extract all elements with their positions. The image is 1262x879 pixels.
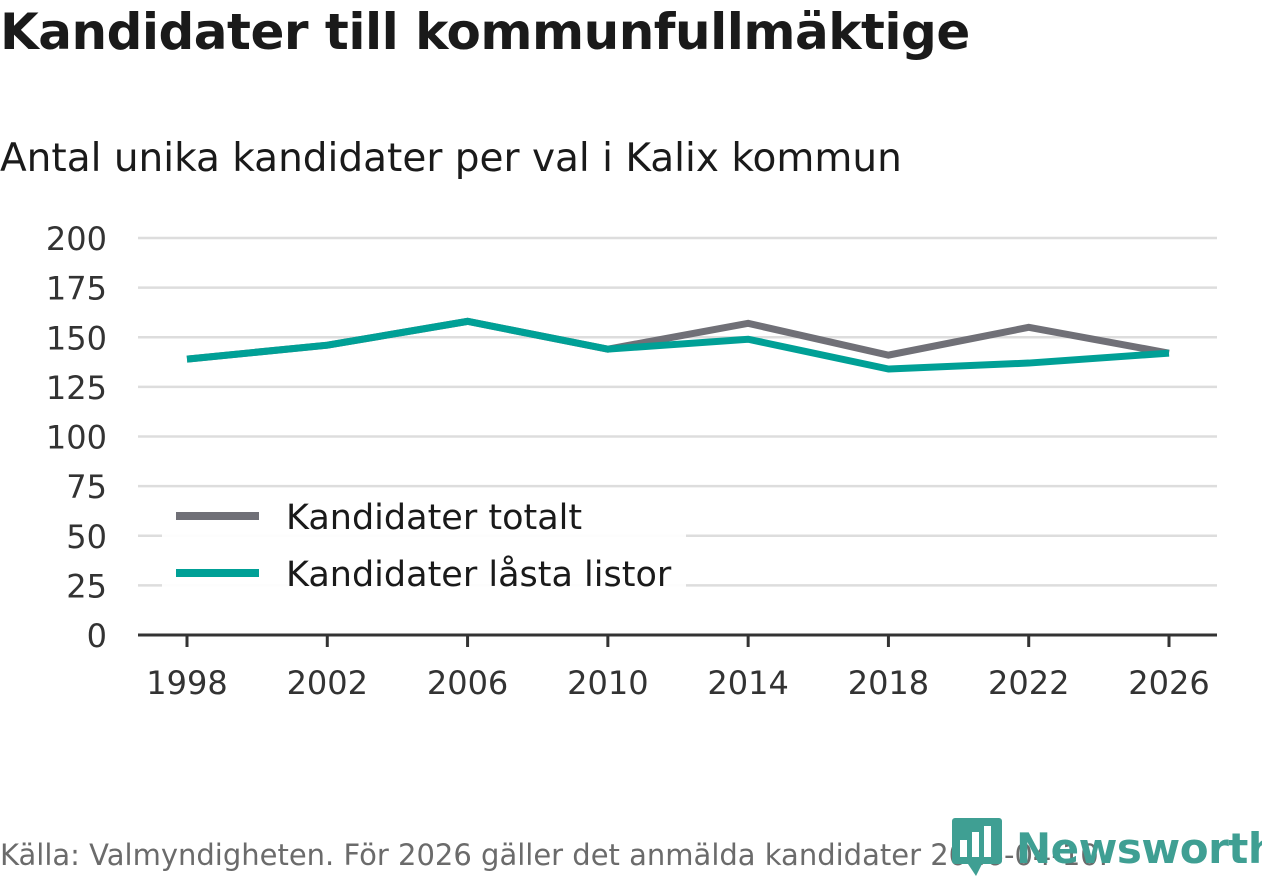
y-tick-label: 200 [46,220,107,258]
y-axis-ticks: 0 25 50 75 100 125 150 175 200 [46,220,107,655]
legend-label: Kandidater låsta listor [286,554,672,595]
x-axis-ticks: 1998 2002 2006 2010 2014 2018 2022 2026 [146,635,1210,702]
x-tick-label: 2018 [848,664,929,702]
x-tick-label: 2002 [287,664,368,702]
brand-name: Newsworthy [1016,823,1262,873]
x-tick-label: 2022 [988,664,1069,702]
series-line-locked [186,317,1170,373]
x-tick-label: 2014 [707,664,788,702]
series-line-total [186,317,1170,363]
brand-logo: Newsworthy [952,818,1262,878]
y-tick-label: 0 [87,617,107,655]
y-tick-label: 25 [66,567,107,605]
x-tick-label: 2006 [427,664,508,702]
chart-subtitle: Antal unika kandidater per val i Kalix k… [0,136,902,181]
y-tick-label: 175 [46,270,107,308]
y-tick-label: 150 [46,319,107,357]
y-tick-label: 75 [66,468,107,506]
legend: Kandidater totalt Kandidater låsta listor [162,488,686,604]
x-tick-label: 1998 [146,664,227,702]
series-lines [186,317,1170,373]
legend-label: Kandidater totalt [286,498,582,538]
x-tick-label: 2010 [567,664,648,702]
y-tick-label: 50 [66,518,107,556]
y-tick-label: 125 [46,369,107,407]
chart-title: Kandidater till kommunfullmäktige [0,3,970,61]
y-tick-label: 100 [46,419,107,457]
newsworthy-logo-icon [952,818,1002,876]
grid-lines [138,236,1217,587]
source-note: Källa: Valmyndigheten. För 2026 gäller d… [0,838,1108,872]
x-tick-label: 2026 [1128,664,1209,702]
legend-background [162,488,686,604]
